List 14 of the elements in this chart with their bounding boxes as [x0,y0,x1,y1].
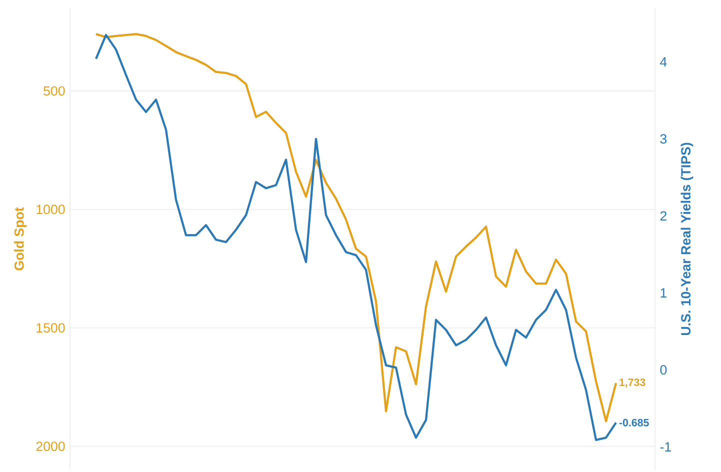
y-tick-label: 500 [44,86,65,96]
data-label: -0.685 [619,418,649,426]
y2-tick-label: 3 [660,134,667,144]
y2-tick-label: 2 [660,211,666,221]
data-label: 1,733 [620,378,646,388]
y-tick-label: 2000 [36,442,65,452]
y2-axis-title: U.S. 10-Year Real Yields (TIPS) [680,142,694,336]
y-tick-label: 1000 [36,204,65,214]
y2-tick-label: 1 [660,288,666,298]
y2-tick-label: 0 [660,365,667,375]
y2-tick-label: 4 [660,57,667,66]
y-tick-label: 1500 [36,323,65,333]
y2-tick-label: -1 [660,442,671,452]
y-axis-title: Gold Spot [14,207,26,270]
